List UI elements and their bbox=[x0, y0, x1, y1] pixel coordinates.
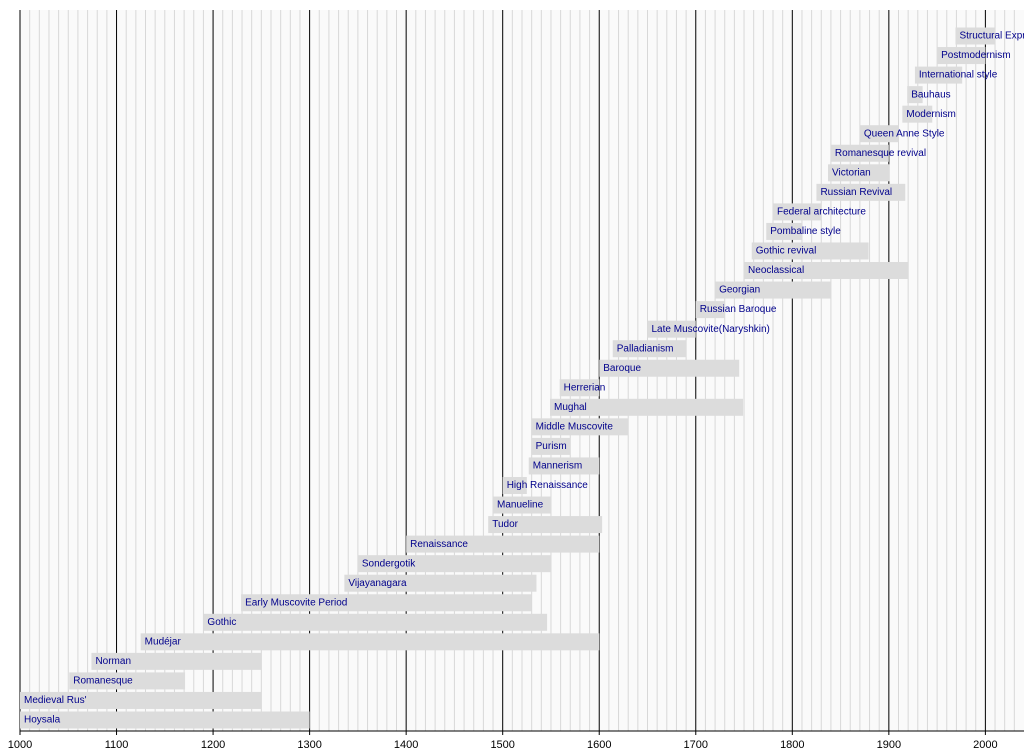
bar-label: International style bbox=[919, 70, 998, 81]
bar bbox=[406, 535, 600, 553]
bar bbox=[766, 222, 802, 240]
bar bbox=[859, 125, 899, 143]
bar-label: Medieval Rus' bbox=[24, 695, 87, 706]
x-tick-label: 1200 bbox=[201, 739, 225, 750]
bar bbox=[955, 27, 996, 45]
bar bbox=[344, 574, 537, 592]
bar bbox=[715, 281, 831, 299]
bar-label: Sondergotik bbox=[362, 558, 416, 569]
bar-label: Late Muscovite(Naryshkin) bbox=[652, 324, 770, 335]
bar bbox=[914, 66, 963, 84]
bar-label: Manueline bbox=[497, 500, 544, 511]
bar-label: Neoclassical bbox=[748, 265, 804, 276]
bar bbox=[695, 301, 725, 319]
x-tick-label: 1900 bbox=[877, 739, 901, 750]
bar bbox=[531, 418, 629, 436]
bar bbox=[599, 359, 740, 377]
bar-label: Structural Expressionism bbox=[959, 31, 1024, 42]
bar bbox=[203, 613, 548, 631]
bar-label: Russian Revival bbox=[820, 187, 892, 198]
bar-label: Early Muscovite Period bbox=[245, 597, 347, 608]
bar bbox=[902, 105, 933, 123]
bar-label: Gothic revival bbox=[756, 246, 817, 257]
bar bbox=[531, 437, 571, 455]
bar bbox=[937, 47, 986, 65]
x-tick-label: 1000 bbox=[8, 739, 32, 750]
bar-label: Bauhaus bbox=[911, 89, 950, 100]
bar-label: Victorian bbox=[832, 167, 871, 178]
bar bbox=[907, 86, 923, 104]
bar bbox=[140, 633, 600, 651]
bar-label: Purism bbox=[536, 441, 567, 452]
x-tick-label: 1100 bbox=[105, 739, 129, 750]
bar bbox=[612, 340, 687, 358]
bar-label: Hoysala bbox=[24, 715, 61, 726]
bar bbox=[502, 476, 527, 494]
bar-label: Mudéjar bbox=[145, 636, 182, 647]
bar-label: Romanesque bbox=[73, 676, 133, 687]
bar bbox=[830, 144, 889, 162]
bar-label: Postmodernism bbox=[941, 50, 1010, 61]
bar-label: Palladianism bbox=[617, 343, 674, 354]
bar bbox=[241, 594, 532, 612]
x-tick-label: 1400 bbox=[394, 739, 418, 750]
bar-label: Federal architecture bbox=[777, 207, 866, 218]
bar bbox=[488, 516, 603, 534]
bar bbox=[20, 691, 262, 709]
bar-label: Vijayanagara bbox=[348, 578, 407, 589]
bar-label: Herrerian bbox=[564, 382, 606, 393]
bar bbox=[773, 203, 822, 221]
x-tick-label: 1800 bbox=[780, 739, 804, 750]
bar-label: Pombaline style bbox=[770, 226, 841, 237]
bar bbox=[20, 711, 310, 729]
bar bbox=[528, 457, 600, 475]
bar-label: Gothic bbox=[207, 617, 236, 628]
bar-label: Georgian bbox=[719, 285, 760, 296]
bar bbox=[828, 164, 890, 182]
bar bbox=[357, 555, 551, 573]
bar-label: High Renaissance bbox=[507, 480, 589, 491]
x-tick-label: 2000 bbox=[973, 739, 997, 750]
bar-label: Russian Baroque bbox=[700, 304, 777, 315]
bar bbox=[91, 652, 262, 670]
bar-label: Baroque bbox=[603, 363, 641, 374]
bar bbox=[559, 379, 600, 397]
bar bbox=[493, 496, 551, 514]
bar-label: Romanesque revival bbox=[835, 148, 926, 159]
x-tick-label: 1300 bbox=[297, 739, 321, 750]
bar bbox=[647, 320, 696, 338]
bar-label: Mughal bbox=[554, 402, 587, 413]
bar-label: Renaissance bbox=[410, 539, 468, 550]
bar bbox=[751, 242, 869, 260]
bar bbox=[744, 262, 909, 280]
bar bbox=[816, 183, 906, 201]
bar-label: Tudor bbox=[492, 519, 518, 530]
x-tick-label: 1700 bbox=[684, 739, 708, 750]
bar-label: Mannerism bbox=[533, 461, 582, 472]
x-tick-label: 1500 bbox=[490, 739, 514, 750]
bar-label: Modernism bbox=[906, 109, 955, 120]
bar bbox=[69, 672, 186, 690]
x-tick-label: 1600 bbox=[587, 739, 611, 750]
bar-label: Norman bbox=[95, 656, 131, 667]
bar-label: Middle Muscovite bbox=[536, 421, 614, 432]
bar bbox=[549, 398, 744, 416]
bar-label: Queen Anne Style bbox=[864, 128, 945, 139]
